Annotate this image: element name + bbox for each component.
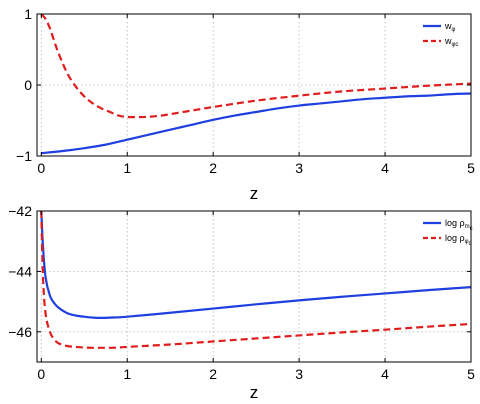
x-tick-label: 1 — [123, 160, 131, 176]
y-tick-label: −42 — [8, 203, 32, 219]
legend-label-1: wφ — [444, 21, 456, 33]
legend-label-1: log ρmc — [445, 218, 473, 232]
legend-label-2: log ρφc — [445, 233, 472, 247]
x-axis-label: z — [250, 184, 259, 203]
x-tick-label: 2 — [209, 366, 217, 382]
y-tick-label: 1 — [24, 6, 32, 22]
plot-panel-1: 0 1 2 3 4 5 −1 0 1 z wφ wφc — [16, 6, 475, 203]
x-tick-label: 0 — [37, 366, 45, 382]
x-tick-label: 1 — [123, 366, 131, 382]
x-axis-label: z — [250, 383, 259, 402]
x-tick-label: 4 — [381, 160, 389, 176]
series-line-2 — [40, 211, 471, 349]
series-line-1 — [41, 92, 471, 155]
series-line-2 — [40, 14, 471, 119]
y-tick-label: −46 — [8, 324, 32, 340]
x-tick-label: 2 — [209, 160, 217, 176]
x-tick-label: 3 — [295, 366, 303, 382]
x-tick-label: 5 — [467, 366, 475, 382]
x-tick-label: 5 — [467, 160, 475, 176]
legend-label-2: wφc — [444, 36, 458, 48]
x-tick-label: 4 — [381, 366, 389, 382]
y-tick-label: −1 — [16, 148, 32, 164]
y-tick-label: 0 — [24, 77, 32, 93]
y-tick-label: −44 — [8, 263, 32, 279]
axes-frame — [36, 210, 472, 363]
x-tick-label: 3 — [295, 160, 303, 176]
x-tick-label: 0 — [37, 160, 45, 176]
series-line-1 — [40, 211, 471, 320]
